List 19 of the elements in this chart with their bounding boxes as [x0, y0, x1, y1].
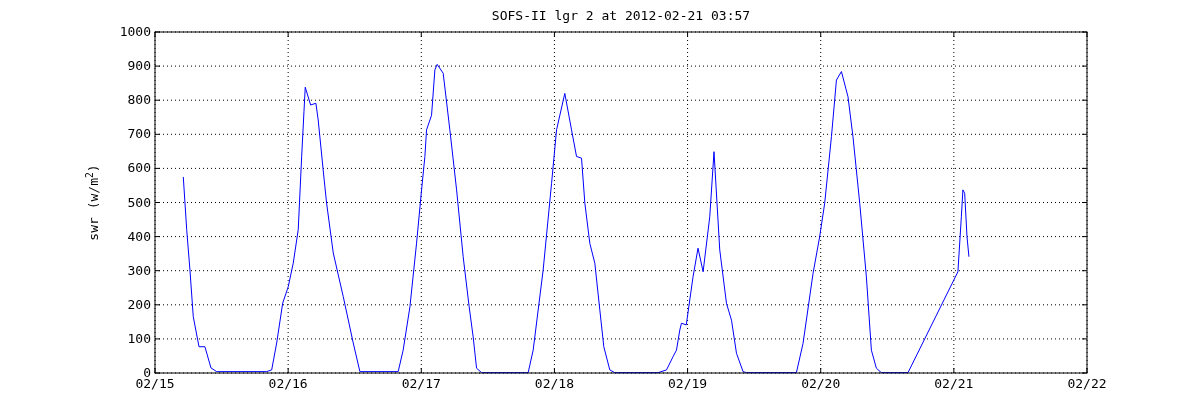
x-tick-label: 02/17	[401, 376, 441, 391]
y-tick-label: 200	[127, 296, 151, 312]
x-tick-label: 02/18	[534, 376, 574, 391]
y-tick-label: 900	[127, 58, 151, 74]
x-tick-label: 02/16	[268, 376, 308, 391]
y-tick-label: 400	[127, 228, 151, 244]
x-tick-label: 02/21	[934, 376, 974, 391]
line-series	[182, 63, 970, 374]
chart-title: SOFS-II lgr 2 at 2012-02-21 03:57	[491, 8, 751, 23]
x-tick-label: 02/19	[668, 376, 708, 391]
x-tick-label: 02/22	[1067, 376, 1107, 391]
y-tick-label: 100	[127, 330, 151, 346]
y-tick-label: 800	[127, 92, 151, 108]
y-tick-label: 500	[127, 194, 151, 210]
y-tick-label: 300	[127, 262, 151, 278]
x-tick-label: 02/20	[801, 376, 841, 391]
y-tick-label: 600	[127, 160, 151, 176]
y-tick-label: 1000	[119, 24, 151, 39]
y-tick-label: 700	[127, 126, 151, 142]
